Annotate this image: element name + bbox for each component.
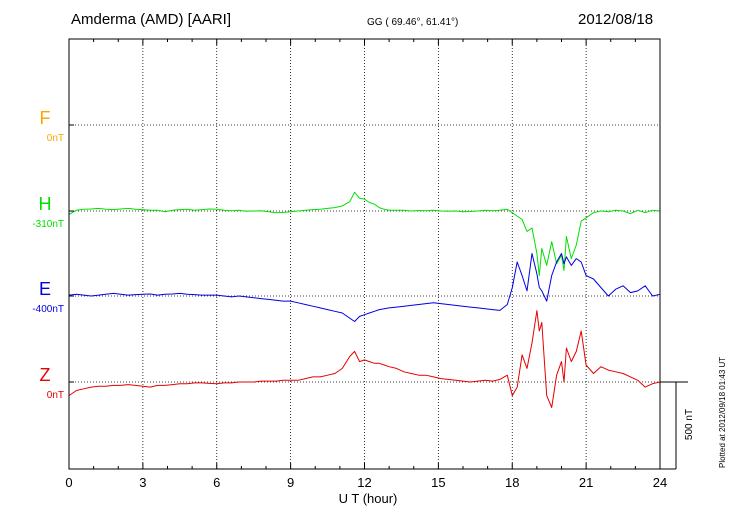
series-name-E: E	[39, 279, 51, 299]
x-tick-label-21: 21	[579, 475, 593, 490]
series-name-F: F	[40, 108, 51, 128]
series-traces	[68, 191, 661, 408]
series-baseline-Z: 0nT	[47, 390, 64, 401]
scale-bar-label: 500 nT	[684, 409, 695, 440]
trace-H	[68, 191, 661, 277]
x-tick-label-0: 0	[65, 475, 72, 490]
trace-Z	[68, 310, 661, 408]
x-tick-label-18: 18	[505, 475, 519, 490]
series-baseline-E: -400nT	[32, 304, 64, 315]
x-tick-label-3: 3	[139, 475, 146, 490]
date-label: 2012/08/18	[578, 11, 654, 28]
scale-bar: 500 nT	[660, 381, 695, 470]
station-title: Amderma (AMD) [AARI]	[71, 11, 232, 28]
series-name-H: H	[39, 194, 52, 214]
plot-frame	[68, 38, 661, 470]
plotted-timestamp: Plotted at 2012/09/18 01:43 UT	[718, 356, 727, 468]
series-name-Z: Z	[40, 365, 51, 385]
series-baseline-F: 0nT	[47, 133, 64, 144]
x-tick-label-12: 12	[357, 475, 371, 490]
axis-ticks	[68, 39, 661, 469]
axis-tick-labels: 0 3 6 9 12 15 18 21 24	[65, 475, 667, 490]
x-tick-label-24: 24	[653, 475, 667, 490]
series-labels: F 0nT H -310nT E -400nT Z 0nT	[32, 108, 64, 401]
x-tick-label-15: 15	[431, 475, 445, 490]
trace-E	[68, 253, 661, 322]
x-tick-label-6: 6	[213, 475, 220, 490]
series-baseline-H: -310nT	[32, 219, 64, 230]
station-coordinates: GG ( 69.46°, 61.41°)	[367, 17, 459, 28]
x-axis-label: U T (hour)	[339, 491, 398, 506]
x-tick-label-9: 9	[287, 475, 294, 490]
grid-lines	[69, 39, 660, 469]
